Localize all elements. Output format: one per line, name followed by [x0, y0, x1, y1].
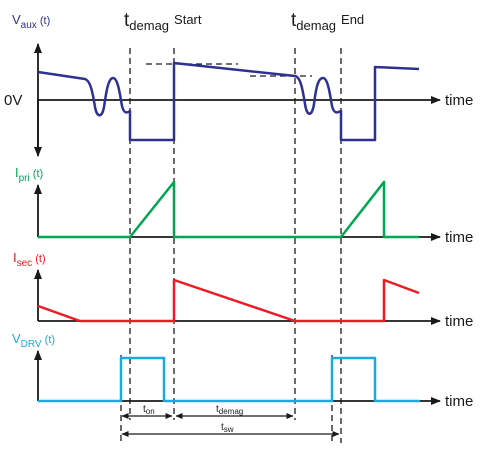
vdrv-label: VDRV (t) — [12, 331, 55, 350]
vdrv-time-label: time — [445, 393, 473, 410]
vaux-waveform — [37, 61, 420, 142]
zero-volt-label: 0V — [4, 92, 22, 109]
vaux-time-label: time — [445, 92, 473, 109]
dashed-guides — [120, 48, 342, 443]
ipri-label: Ipri (t) — [15, 165, 43, 184]
ipri-waveform — [38, 180, 419, 239]
tdemag-end-label: tdemag End — [291, 10, 364, 33]
axes — [34, 43, 441, 405]
tdemag-dim-label: tdemag — [216, 404, 243, 416]
isec-time-label: time — [445, 313, 473, 330]
ipri-time-label: time — [445, 229, 473, 246]
dimension-arrows — [121, 413, 340, 437]
tsw-label: tsw — [221, 422, 234, 434]
tdemag-start-label: tdemag Start — [124, 10, 202, 33]
vdrv-waveform — [38, 356, 420, 403]
isec-waveform — [37, 278, 420, 323]
ton-label: ton — [143, 404, 155, 416]
isec-label: Isec (t) — [13, 250, 46, 269]
vaux-label: Vaux (t) — [12, 12, 50, 31]
